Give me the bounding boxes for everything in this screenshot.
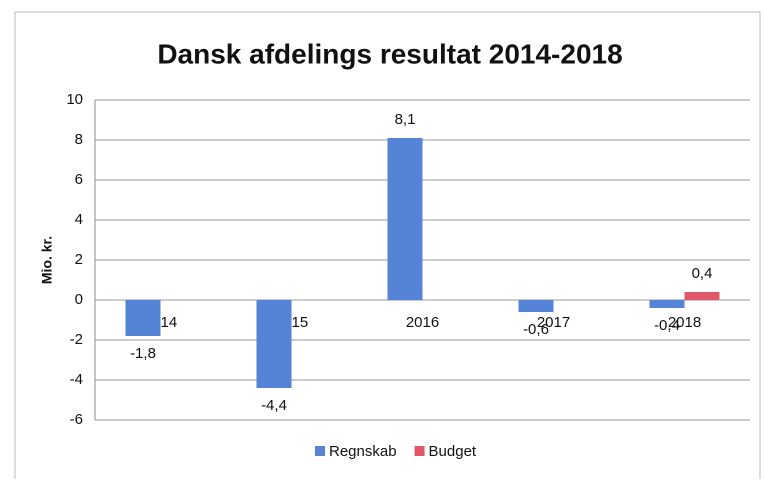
x-tick-label: 2018	[668, 314, 701, 331]
legend-swatch	[315, 446, 325, 456]
y-tick-label: 2	[75, 251, 83, 268]
bar	[256, 300, 292, 388]
bar	[518, 300, 554, 312]
bar	[125, 300, 161, 336]
y-tick-label: 4	[75, 211, 83, 228]
bar	[649, 300, 685, 308]
y-tick-label: -6	[70, 411, 83, 428]
x-tick-label: 2016	[406, 314, 439, 331]
legend-swatch	[414, 446, 425, 456]
data-label: -4,4	[261, 397, 287, 414]
data-label: -0,6	[523, 321, 549, 338]
x-tick-label: 2017	[537, 314, 570, 331]
y-tick-label: -2	[70, 331, 83, 348]
data-label: -1,8	[130, 345, 156, 362]
bar	[684, 292, 720, 300]
data-label: 0,4	[692, 265, 713, 282]
y-tick-label: 8	[75, 131, 83, 148]
chart-title: Dansk afdelings resultat 2014-2018	[157, 38, 622, 69]
y-tick-label: 6	[75, 171, 83, 188]
y-tick-label: -4	[70, 371, 83, 388]
data-label: -0,4	[654, 317, 680, 334]
bar	[387, 138, 423, 300]
legend-label: Regnskab	[329, 443, 397, 460]
legend-label: Budget	[429, 443, 477, 460]
y-tick-label: 10	[66, 91, 83, 108]
y-tick-label: 0	[75, 291, 83, 308]
data-label: 8,1	[395, 111, 416, 128]
y-axis-label: Mio. kr.	[39, 236, 55, 284]
